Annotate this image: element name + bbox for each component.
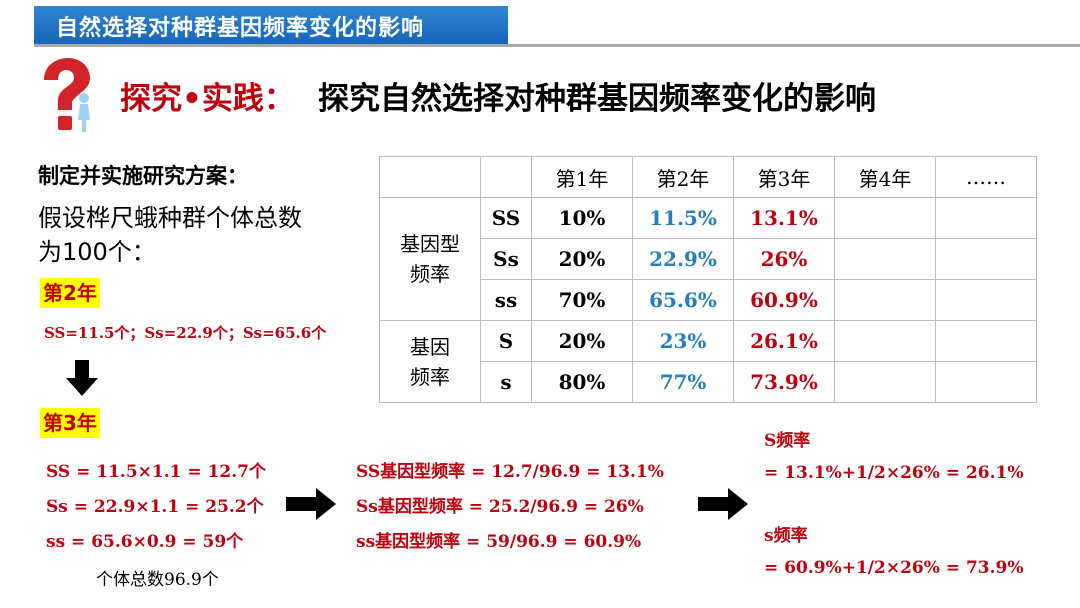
table-header-row: 第1年 第2年 第3年 第4年 …… <box>379 156 1037 198</box>
assumption-line-1: 假设桦尺蛾种群个体总数 <box>38 204 302 232</box>
cell-year1: 10% <box>531 197 633 239</box>
cell-year4 <box>834 361 936 403</box>
row-label: SS <box>480 197 532 239</box>
cell-more <box>935 197 1037 239</box>
cell-year2: 11.5% <box>632 197 734 239</box>
group-label-genotype: 基因型 频率 <box>379 197 481 321</box>
group-label-line: 频率 <box>410 364 450 389</box>
right-arrow-icon <box>698 488 748 520</box>
plan-heading: 制定并实施研究方案： <box>38 164 248 188</box>
group-label-line: 基因型 <box>400 232 460 256</box>
year2-counts: SS=11.5个；Ss=22.9个；Ss=65.6个 <box>44 324 327 342</box>
cell-year1: 80% <box>531 361 633 403</box>
cell-year4 <box>834 320 936 362</box>
row-label: S <box>480 320 532 362</box>
group-label-line: 基因 <box>410 334 450 359</box>
question-mark-icon <box>44 58 90 132</box>
cell-year2: 23% <box>632 320 734 362</box>
table-row: ss 70% 65.6% 60.9% <box>380 279 1037 321</box>
cell-year3: 60.9% <box>733 279 835 321</box>
count-calc-Ss: Ss = 22.9×1.1 = 25.2个 <box>46 497 264 517</box>
allele-s-label: s频率 <box>764 526 808 546</box>
table-header: 第4年 <box>834 156 936 198</box>
cell-year4 <box>834 279 936 321</box>
genotype-freq-Ss: Ss基因型频率 = 25.2/96.9 = 26% <box>356 497 644 517</box>
allele-S-formula: = 13.1%+1/2×26% = 26.1% <box>764 463 1024 483</box>
table-header: …… <box>935 156 1037 198</box>
table-row: s 80% 77% 73.9% <box>380 361 1037 403</box>
table-row: 基因 频率 S 20% 23% 26.1% <box>379 320 1037 403</box>
cell-year3: 13.1% <box>733 197 835 239</box>
table-row: 基因型 频率 SS 10% 11.5% 13.1% <box>379 197 1037 321</box>
frequency-table: 第1年 第2年 第3年 第4年 …… 基因型 频率 SS 10% 11.5% 1… <box>379 156 1037 403</box>
genotype-freq-SS: SS基因型频率 = 12.7/96.9 = 13.1% <box>356 462 664 482</box>
cell-year1: 20% <box>531 238 633 280</box>
down-arrow-icon <box>66 360 98 396</box>
group-label-line: 频率 <box>410 262 450 286</box>
page-title: 探究自然选择对种群基因频率变化的影响 <box>318 81 876 117</box>
cell-year4 <box>834 238 936 280</box>
table-header: 第1年 <box>531 156 633 198</box>
table-header: 第2年 <box>632 156 734 198</box>
table-header: 第3年 <box>733 156 835 198</box>
assumption-line-2: 为100个： <box>38 238 156 266</box>
allele-s-formula: = 60.9%+1/2×26% = 73.9% <box>764 558 1024 578</box>
year3-tag: 第3年 <box>40 408 100 438</box>
count-calc-SS: SS = 11.5×1.1 = 12.7个 <box>46 462 266 482</box>
cell-year1: 20% <box>531 320 633 362</box>
table-corner <box>480 156 532 198</box>
cell-more <box>935 320 1037 362</box>
row-label: ss <box>480 279 532 321</box>
row-label: Ss <box>480 238 532 280</box>
cell-year2: 65.6% <box>632 279 734 321</box>
header-banner <box>34 6 508 44</box>
genotype-freq-ss: ss基因型频率 = 59/96.9 = 60.9% <box>356 532 642 552</box>
total-count: 个体总数96.9个 <box>96 570 219 590</box>
allele-S-label: S频率 <box>764 431 811 451</box>
cell-more <box>935 238 1037 280</box>
banner-title: 自然选择对种群基因频率变化的影响 <box>56 16 425 41</box>
count-calc-ss: ss = 65.6×0.9 = 59个 <box>46 532 244 552</box>
cell-year3: 26.1% <box>733 320 835 362</box>
title-prefix: 探究•实践： <box>120 81 295 117</box>
cell-year3: 26% <box>733 238 835 280</box>
cell-more <box>935 279 1037 321</box>
cell-year1: 70% <box>531 279 633 321</box>
cell-year4 <box>834 197 936 239</box>
table-corner <box>379 156 481 198</box>
table-row: Ss 20% 22.9% 26% <box>380 238 1037 280</box>
group-label-allele: 基因 频率 <box>379 320 481 403</box>
year2-tag: 第2年 <box>40 278 100 308</box>
cell-year3: 73.9% <box>733 361 835 403</box>
row-label: s <box>480 361 532 403</box>
right-arrow-icon <box>286 488 336 520</box>
cell-year2: 77% <box>632 361 734 403</box>
header-divider <box>34 44 1080 47</box>
cell-year2: 22.9% <box>632 238 734 280</box>
cell-more <box>935 361 1037 403</box>
